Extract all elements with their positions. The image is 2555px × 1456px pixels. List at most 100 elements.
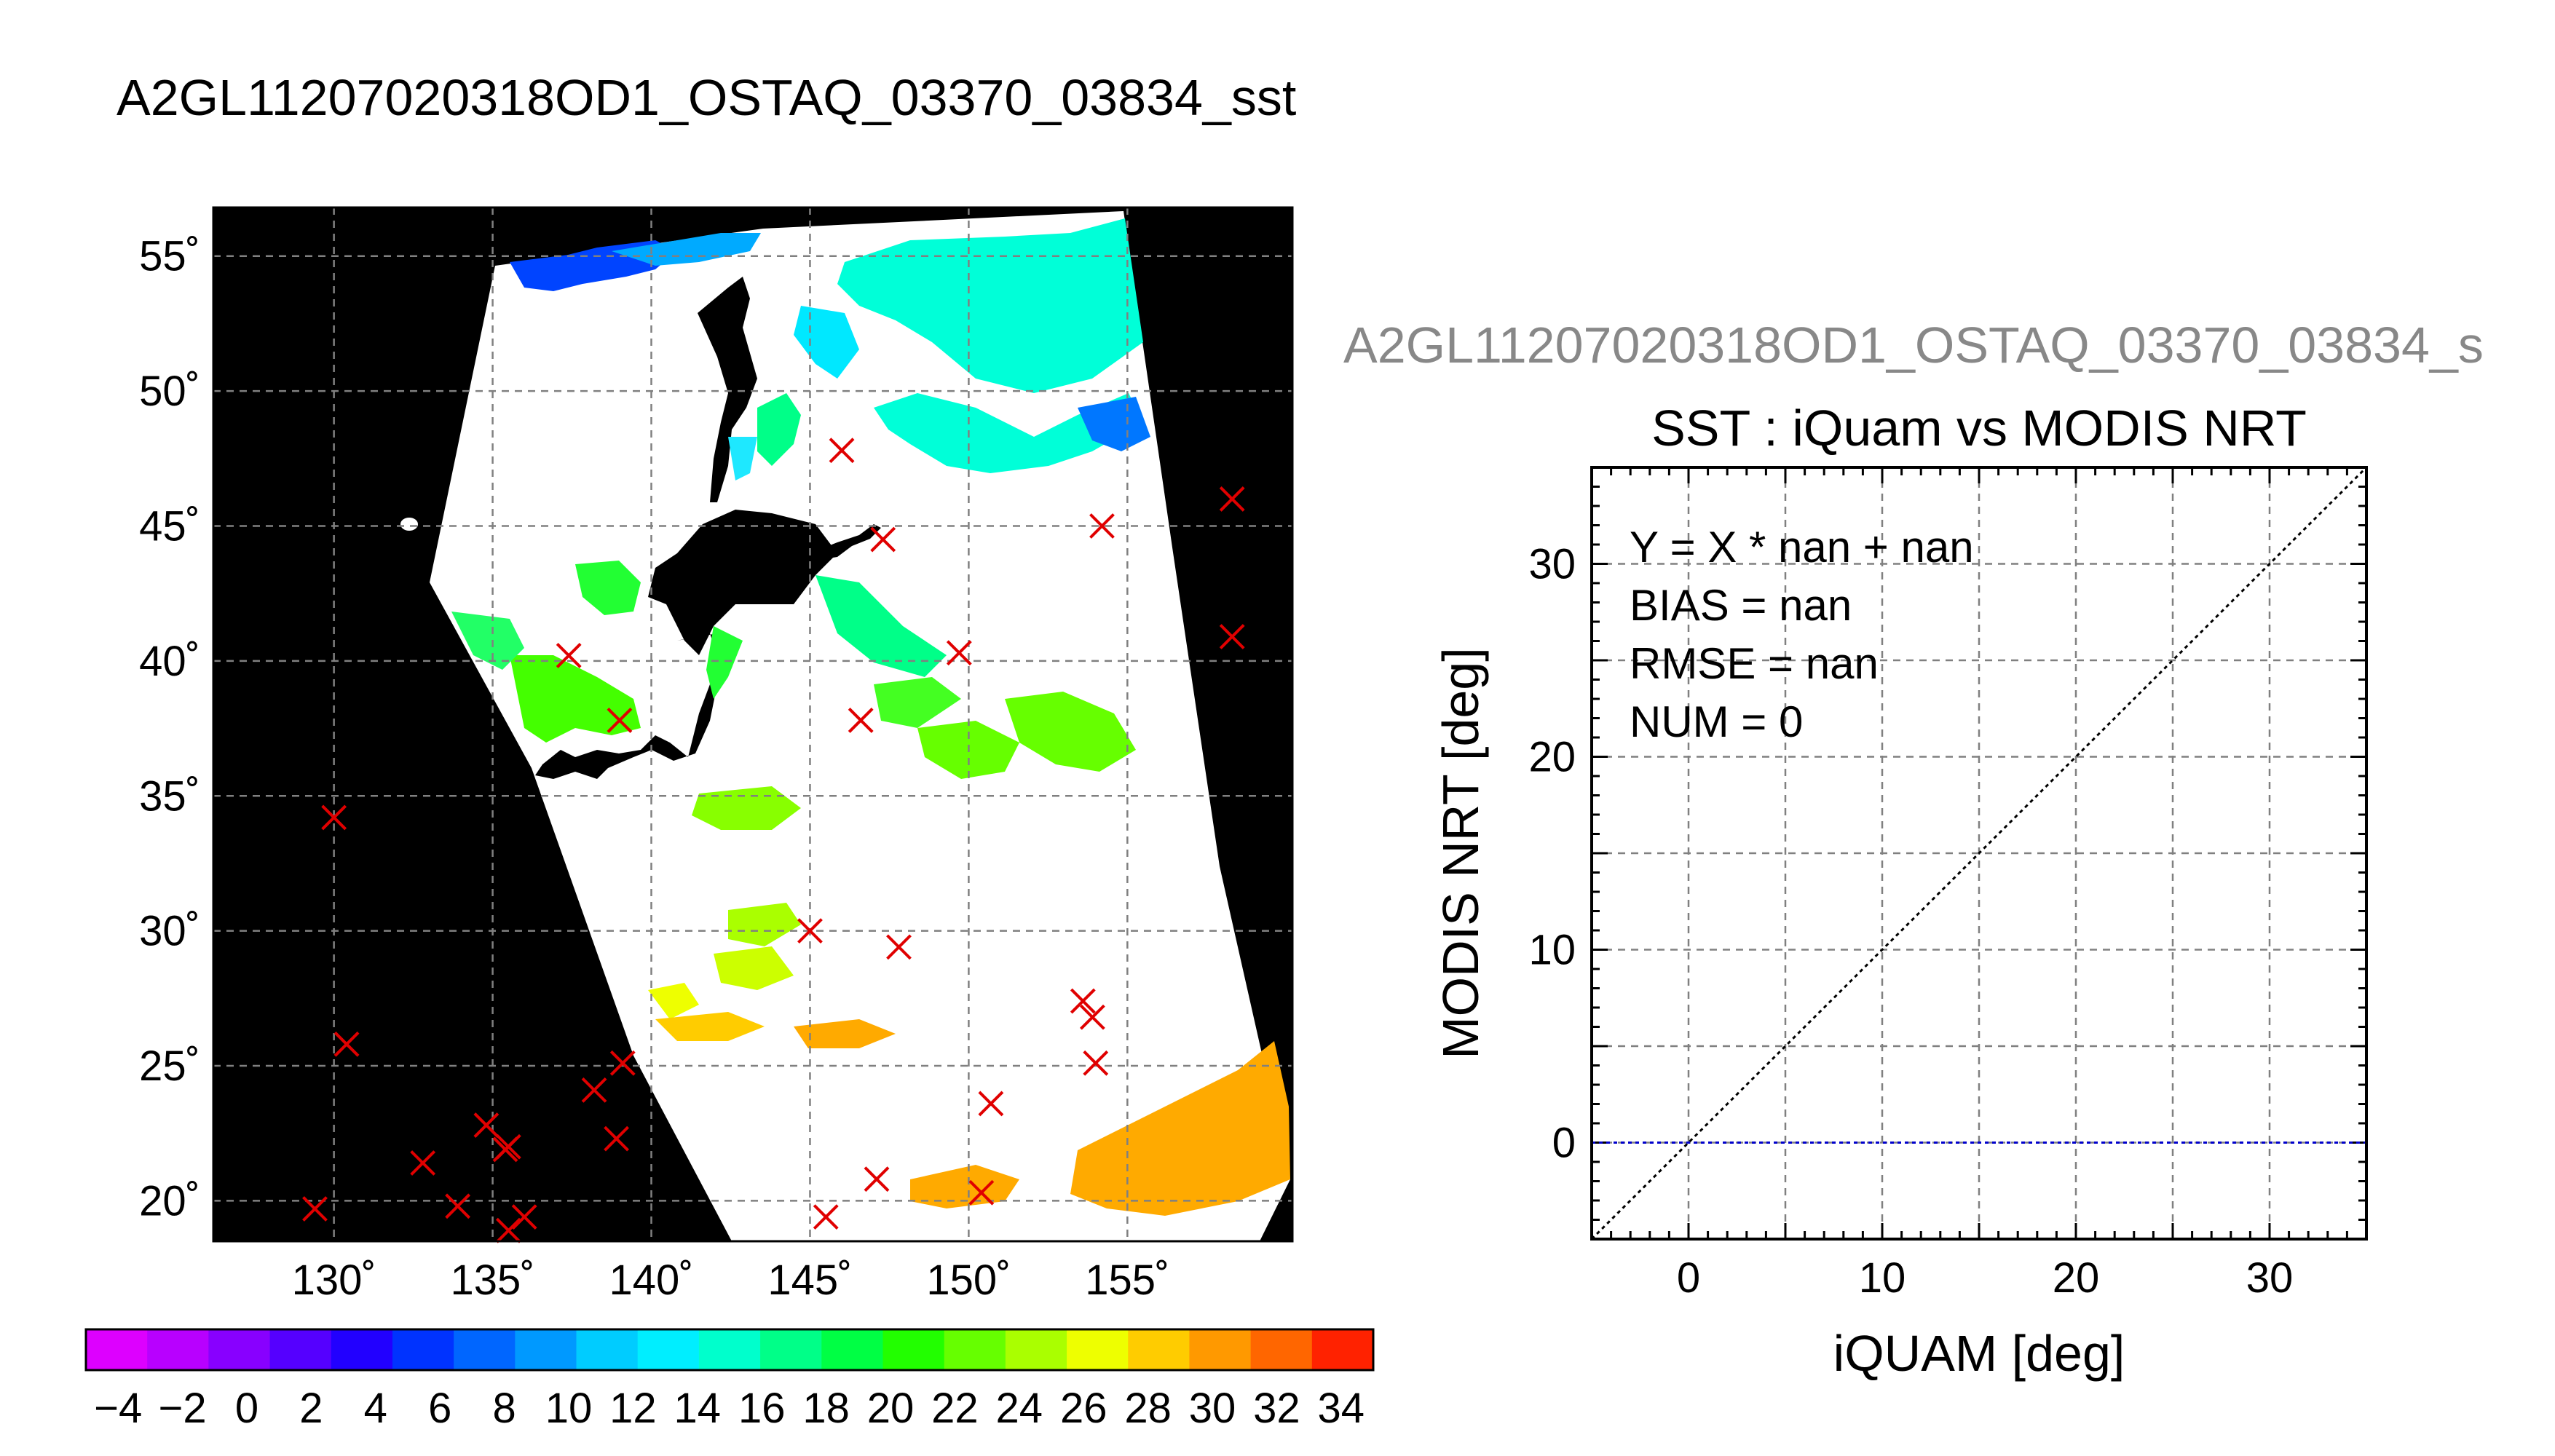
map-y-tick-labels: 20˚ 25˚ 30˚ 35˚ 40˚ 45˚ 50˚ 55˚ [139,233,200,1225]
insitu-marker [495,1133,521,1160]
scatter-x-tick-label: 10 [1859,1254,1906,1302]
colorbar-tick-label: −2 [159,1385,207,1432]
scatter-x-axis-label: iQUAM [deg] [1833,1325,2125,1382]
colorbar-swatch [882,1329,945,1370]
scatter-stat-line: RMSE = nan [1630,639,1879,688]
scatter-lines [1590,466,2368,1241]
colorbar-tick-label: 24 [996,1385,1043,1432]
insitu-marker [604,1125,629,1152]
colorbar-tick-label: 20 [867,1385,915,1432]
sst-patches [451,218,1290,1216]
colorbar-swatch [698,1329,761,1370]
insitu-marker [1219,624,1245,649]
insitu-marker [968,1179,995,1206]
colorbar-tick-label: 10 [545,1385,593,1432]
colorbar-swatch [637,1329,700,1370]
insitu-marker [1070,988,1096,1014]
insitu-marker [1083,1050,1109,1076]
colorbar-swatch [454,1329,516,1370]
scatter-stat-line: Y = X * nan + nan [1630,523,1974,571]
colorbar-swatch [1005,1329,1067,1370]
scatter-title: SST : iQuam vs MODIS NRT [1651,400,2307,456]
sst-colorbar: −4 −2 0 2 4 6 8 10 12 14 16 18 20 22 24 26 28 30 32 34 [84,1328,1375,1432]
colorbar-swatch [269,1329,332,1370]
colorbar-tick-label: 16 [738,1385,786,1432]
colorbar-tick-label: 6 [428,1385,451,1432]
insitu-marker [321,804,347,831]
colorbar-swatch [86,1329,148,1370]
insitu-marker [607,708,633,733]
colorbar-tick-label: −4 [94,1385,142,1432]
scatter-panel: A2GL11207020318OD1_OSTAQ_03370_03834_s S… [1343,317,2484,1382]
map-x-tick-label: 130˚ [292,1257,376,1304]
scatter-y-axis-label: MODIS NRT [deg] [1432,647,1489,1059]
insitu-marker [1079,1004,1105,1030]
colorbar-swatch [515,1329,577,1370]
land-kurils [816,524,881,561]
scatter-frame [1590,466,2368,1241]
insitu-marker [556,643,582,668]
colorbar-swatch [1128,1329,1190,1370]
colorbar-swatch [1311,1329,1374,1370]
colorbar-swatch [208,1329,271,1370]
colorbar-tick-label: 4 [364,1385,387,1432]
colorbar-tick-label: 8 [492,1385,516,1432]
insitu-marker [813,1204,839,1230]
colorbar-tick-label: 22 [931,1385,979,1432]
colorbar-swatch [1067,1329,1129,1370]
colorbar-tick-label: 2 [299,1385,323,1432]
scatter-panel-header: A2GL11207020318OD1_OSTAQ_03370_03834_s [1343,317,2484,373]
insitu-marker [1219,486,1245,512]
colorbar-swatch [331,1329,393,1370]
map-x-tick-label: 140˚ [609,1257,693,1304]
colorbar-tick-label: 0 [235,1385,258,1432]
colorbar-tick-label: 32 [1253,1385,1300,1432]
colorbar-tick-label: 30 [1189,1385,1236,1432]
satellite-swath [430,211,1290,1241]
scatter-x-tick-label: 30 [2246,1254,2294,1302]
scatter-y-tick-label: 30 [1528,541,1576,588]
insitu-marker [609,1050,636,1076]
insitu-marker [829,438,855,464]
insitu-marker [848,708,874,733]
colorbar-swatch [944,1329,1006,1370]
land-sakhalin [698,277,757,502]
colorbar-tick-label: 14 [674,1385,722,1432]
scatter-y-tick-label: 20 [1528,734,1576,781]
map-frame [212,206,1294,1243]
scatter-x-tick-label: 20 [2053,1254,2100,1302]
insitu-marker [978,1091,1004,1117]
scatter-y-tick-label: 0 [1552,1120,1576,1167]
map-markers [302,438,1245,1243]
colorbar-swatch [821,1329,884,1370]
map-y-tick-label: 55˚ [139,233,200,280]
insitu-marker [511,1204,537,1230]
land-japan [535,510,837,779]
insitu-marker [886,934,912,960]
map-y-tick-label: 35˚ [139,772,200,820]
colorbar-tick-label: 18 [802,1385,850,1432]
colorbar-tick-label: 28 [1124,1385,1172,1432]
insitu-marker [333,1031,360,1057]
insitu-marker [445,1193,471,1219]
colorbar-swatch [1189,1329,1252,1370]
map-y-tick-label: 20˚ [139,1177,200,1224]
map-y-tick-label: 45˚ [139,502,200,550]
scatter-y-tick-label: 10 [1528,927,1576,974]
colorbar-tick-label: 26 [1060,1385,1107,1432]
map-x-tick-label: 145˚ [767,1257,852,1304]
colorbar-swatch [760,1329,822,1370]
insitu-marker [1089,513,1115,539]
map-grid [213,207,1292,1241]
colorbar-swatch [576,1329,639,1370]
colorbar-frame [84,1328,1375,1372]
map-y-tick-label: 25˚ [139,1042,200,1090]
insitu-marker [495,1217,521,1243]
identity-line [1590,466,2368,1241]
insitu-marker [581,1077,607,1103]
scatter-y-tick-labels: 0 10 20 30 [1528,541,1576,1167]
map-x-tick-label: 150˚ [926,1257,1011,1304]
scatter-stats: Y = X * nan + nan BIAS = nan RMSE = nan NUM… [1630,523,1974,746]
map-y-tick-label: 40˚ [139,638,200,685]
